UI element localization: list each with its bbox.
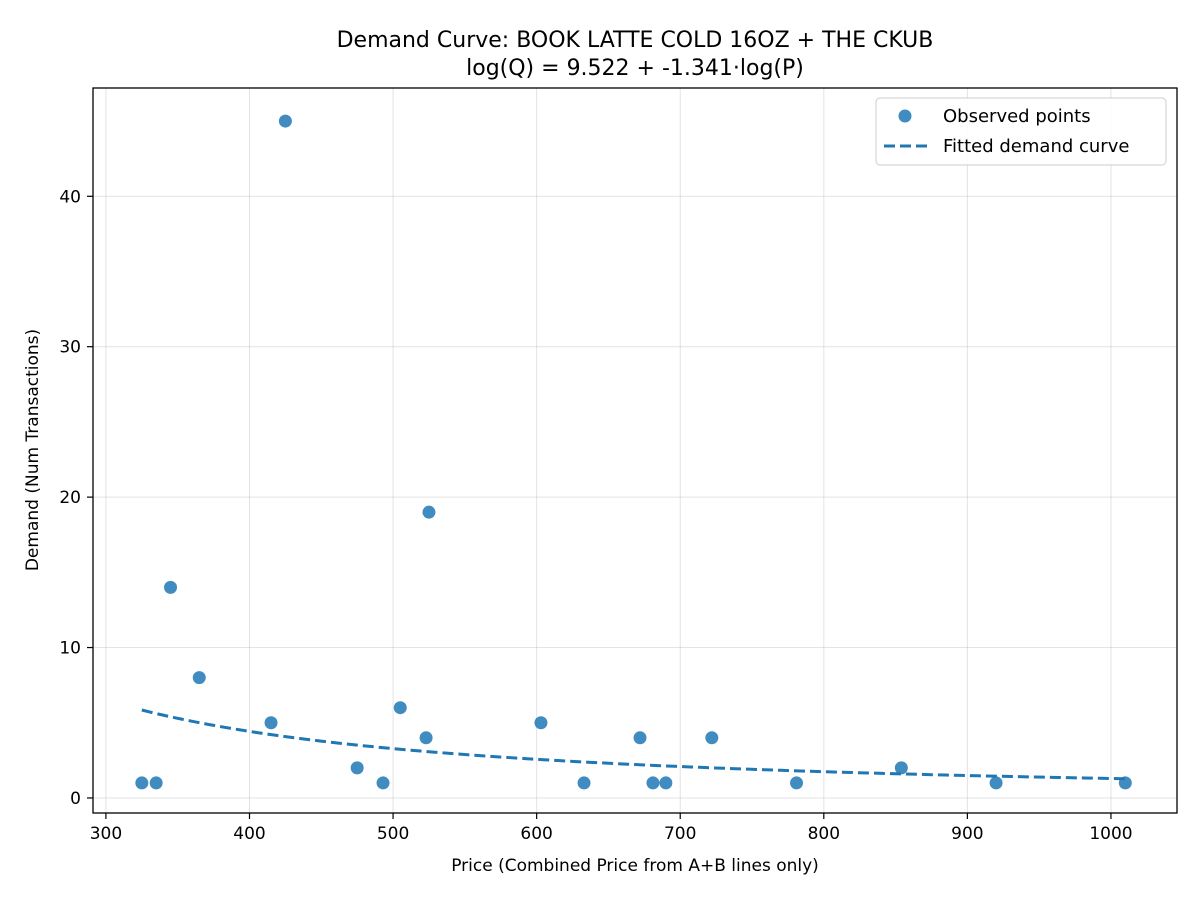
- curve-layer: [141, 708, 1126, 781]
- x-tick-label: 300: [90, 824, 122, 844]
- observed-point: [989, 776, 1003, 790]
- x-tick-label: 500: [377, 824, 409, 844]
- observed-point: [577, 776, 591, 790]
- observed-point: [633, 731, 647, 745]
- legend-box: [875, 97, 1167, 166]
- x-axis-label: Price (Combined Price from A+B lines onl…: [451, 856, 819, 876]
- grid-layer: [93, 88, 1177, 813]
- legend-label-fitted: Fitted demand curve: [943, 136, 1129, 157]
- plot-frame: [92, 87, 1178, 814]
- y-tick-label: 20: [59, 488, 81, 508]
- observed-point: [393, 701, 407, 715]
- observed-point: [422, 505, 436, 519]
- observed-point: [646, 776, 660, 790]
- x-tick-label: 900: [951, 824, 983, 844]
- x-tick-label: 600: [520, 824, 552, 844]
- y-tick-label: 30: [59, 338, 81, 358]
- observed-point: [135, 776, 149, 790]
- legend: Observed points Fitted demand curve: [875, 97, 1167, 166]
- observed-point: [1118, 776, 1132, 790]
- observed-point: [534, 716, 548, 730]
- fitted-demand-curve: [141, 708, 1126, 781]
- observed-point: [659, 776, 673, 790]
- y-tick-label: 0: [70, 789, 81, 809]
- observed-point: [149, 776, 163, 790]
- observed-point: [419, 731, 433, 745]
- y-axis-label: Demand (Num Transactions): [23, 329, 43, 571]
- observed-point: [164, 580, 178, 594]
- chart-subtitle: log(Q) = 9.522 + -1.341·log(P): [466, 56, 804, 81]
- x-tick-label: 700: [664, 824, 696, 844]
- observed-point: [790, 776, 804, 790]
- observed-point: [192, 671, 206, 685]
- x-tick-label: 800: [808, 824, 840, 844]
- x-tick-label: 400: [233, 824, 265, 844]
- observed-point: [376, 776, 390, 790]
- observed-point: [894, 761, 908, 775]
- observed-point: [278, 114, 292, 128]
- y-tick-label: 10: [59, 639, 81, 659]
- x-tick-label: 1000: [1089, 824, 1132, 844]
- chart-title: Demand Curve: BOOK LATTE COLD 16OZ + THE…: [337, 28, 934, 53]
- points-layer: [135, 114, 1132, 790]
- observed-point: [264, 716, 278, 730]
- legend-marker-observed: [898, 109, 912, 123]
- observed-point: [705, 731, 719, 745]
- observed-point: [350, 761, 364, 775]
- legend-label-observed: Observed points: [943, 106, 1091, 127]
- ticks-layer: 300 400 500 600 700 800 900 1000 0 10 20 30 40: [59, 187, 1132, 844]
- y-tick-label: 40: [59, 187, 81, 207]
